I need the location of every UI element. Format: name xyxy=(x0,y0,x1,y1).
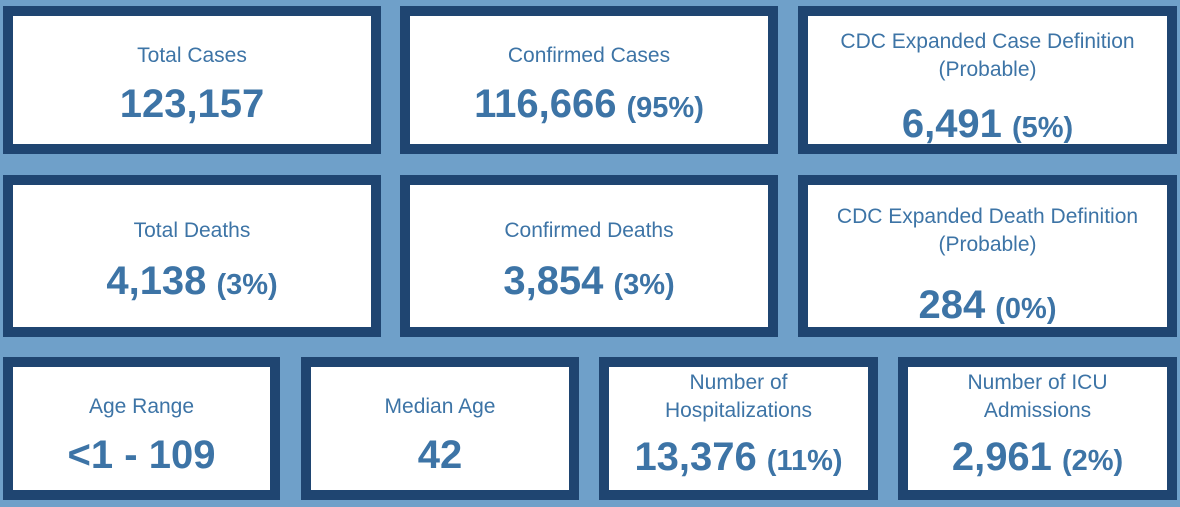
card-value-line: 13,376 (11%) xyxy=(634,435,842,480)
card-percent: (2%) xyxy=(1061,445,1124,477)
card-value-line: 4,138 (3%) xyxy=(106,259,277,304)
card-label: CDC Expanded Death Definition (Probable) xyxy=(836,205,1139,256)
card-label: Number of ICU Admissions xyxy=(967,371,1108,422)
card-value: 42 xyxy=(417,433,463,477)
card-value: 6,491 xyxy=(901,102,1002,146)
card-label: Median Age xyxy=(384,395,496,418)
card-value-line: 284 (0%) xyxy=(919,283,1057,328)
age-range-card: Age Range <1 - 109 xyxy=(3,357,280,500)
card-percent: (3%) xyxy=(216,269,278,301)
card-label: Confirmed Cases xyxy=(507,44,671,67)
card-value-line: 2,961 (2%) xyxy=(952,435,1123,480)
card-value-line: 42 xyxy=(418,433,463,478)
icu-admissions-card: Number of ICU Admissions 2,961 (2%) xyxy=(898,357,1177,500)
card-value: 116,666 xyxy=(474,82,617,126)
card-value: <1 - 109 xyxy=(67,433,216,477)
card-value-line: <1 - 109 xyxy=(68,433,216,478)
card-value: 4,138 xyxy=(106,259,207,303)
card-label: Number of Hospitalizations xyxy=(664,371,813,422)
card-percent: (3%) xyxy=(613,269,675,301)
card-value: 123,157 xyxy=(119,82,265,126)
card-percent: (0%) xyxy=(995,293,1057,325)
hospitalizations-card: Number of Hospitalizations 13,376 (11%) xyxy=(599,357,878,500)
confirmed-cases-card: Confirmed Cases 116,666 (95%) xyxy=(400,6,778,154)
card-value-line: 116,666 (95%) xyxy=(474,82,704,127)
card-value: 13,376 xyxy=(634,435,757,479)
card-label: Age Range xyxy=(88,395,195,418)
card-label: CDC Expanded Case Definition (Probable) xyxy=(840,30,1135,81)
card-percent: (5%) xyxy=(1011,112,1074,144)
total-deaths-card: Total Deaths 4,138 (3%) xyxy=(3,175,381,337)
median-age-card: Median Age 42 xyxy=(301,357,579,500)
total-cases-card: Total Cases 123,157 xyxy=(3,6,381,154)
confirmed-deaths-card: Confirmed Deaths 3,854 (3%) xyxy=(400,175,778,337)
card-value-line: 3,854 (3%) xyxy=(503,259,674,304)
card-value-line: 123,157 xyxy=(120,82,265,127)
probable-deaths-card: CDC Expanded Death Definition (Probable)… xyxy=(798,175,1177,337)
card-value: 3,854 xyxy=(503,259,604,303)
card-percent: (95%) xyxy=(626,92,704,124)
card-value: 284 xyxy=(918,283,986,327)
card-label: Confirmed Deaths xyxy=(504,219,674,242)
card-value: 2,961 xyxy=(951,435,1052,479)
card-label: Total Cases xyxy=(137,44,247,67)
card-value-line: 6,491 (5%) xyxy=(902,102,1073,147)
probable-cases-card: CDC Expanded Case Definition (Probable) … xyxy=(798,6,1177,154)
card-label: Total Deaths xyxy=(133,219,251,242)
card-percent: (11%) xyxy=(766,445,843,477)
